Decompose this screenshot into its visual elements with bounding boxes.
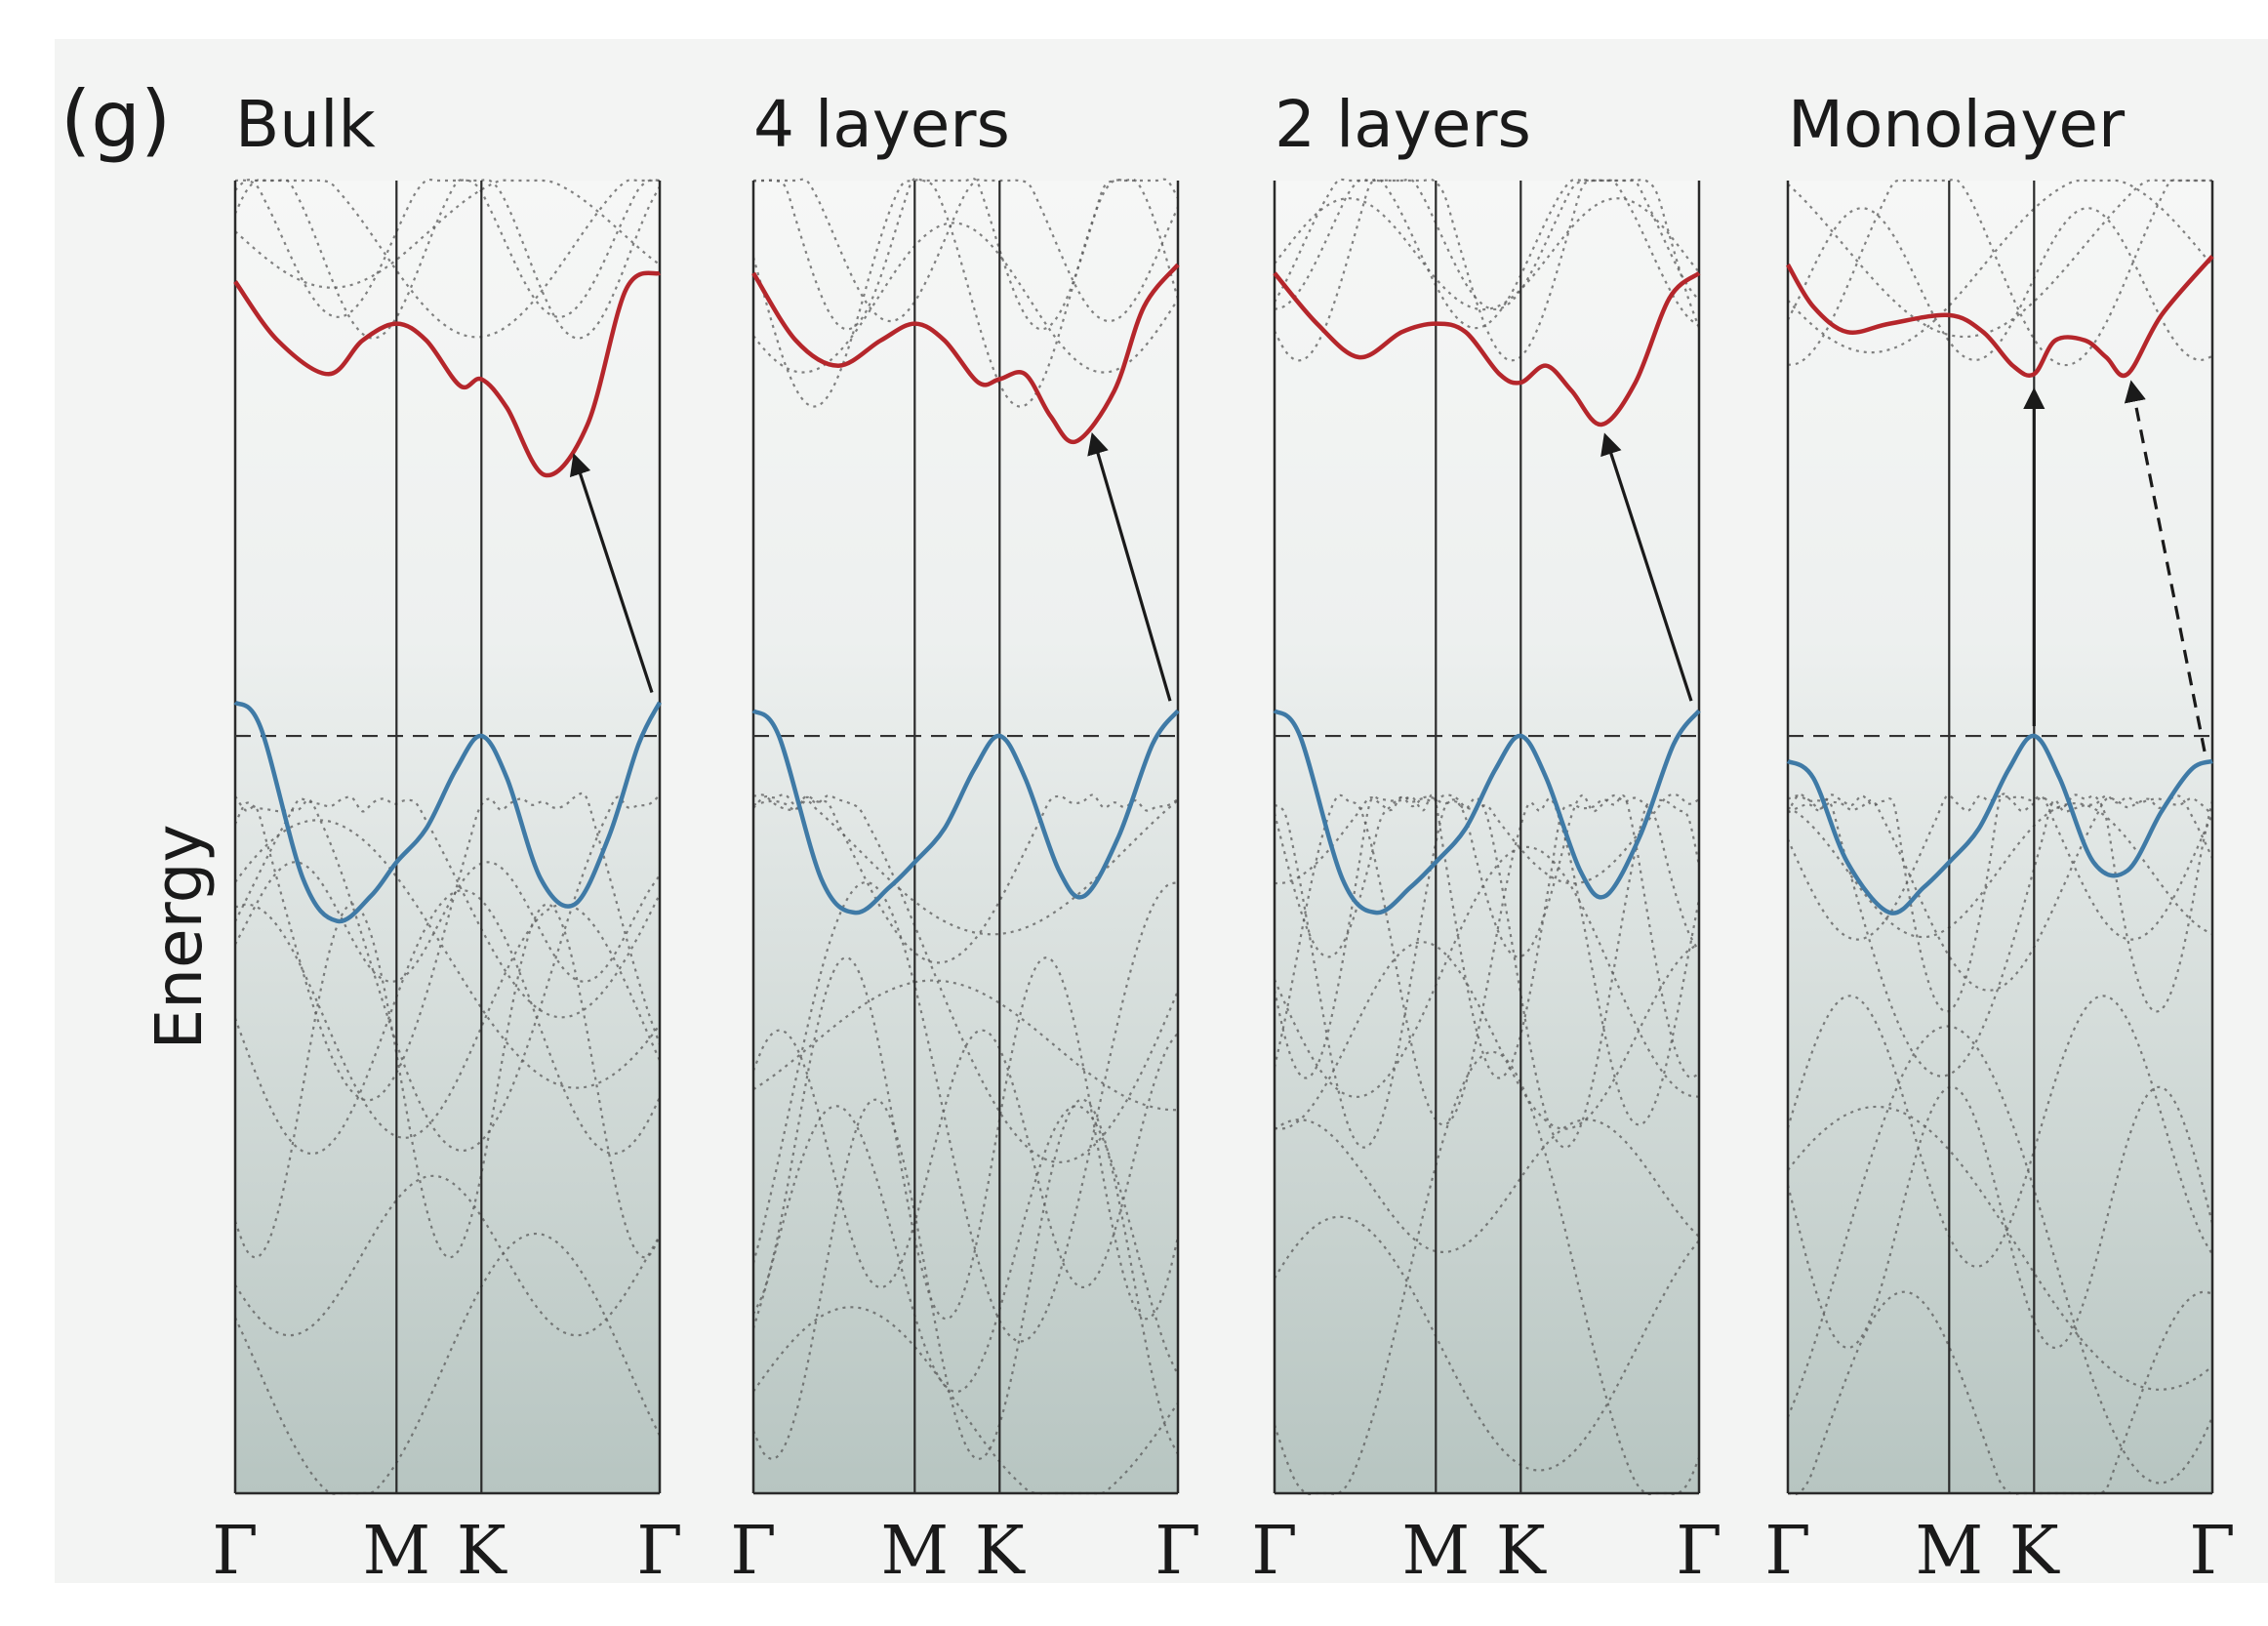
background-band	[233, 903, 661, 1259]
background-band	[1273, 793, 1700, 1079]
k-point-label: Γ	[730, 1513, 776, 1583]
background-band	[1787, 179, 2212, 339]
band-structure-figure: (g) Energy Bulk Γ M K Γ 4 layers Γ M K Γ 2 layers Γ…	[55, 39, 2268, 1590]
background-band	[234, 179, 661, 289]
transition-arrow	[1087, 431, 1172, 702]
background-band	[234, 1174, 661, 1337]
background-band	[1787, 1105, 2213, 1391]
background-band	[1273, 793, 1700, 958]
background-band	[1786, 793, 2214, 941]
transition-arrow	[1600, 432, 1693, 702]
background-band	[752, 956, 1180, 1321]
background-band	[234, 819, 661, 1089]
k-point-label: K	[2009, 1513, 2060, 1583]
background-band	[234, 903, 662, 1139]
background-band	[1273, 1050, 1701, 1495]
background-band	[1274, 178, 1701, 362]
k-point-label: Γ	[1154, 1513, 1200, 1583]
background-band	[1787, 178, 2212, 367]
background-band	[751, 1105, 1180, 1394]
conduction-band-line	[233, 270, 662, 478]
panel-title: 2 layers	[1275, 87, 1531, 162]
background-band	[234, 792, 662, 1102]
transition-arrow	[569, 453, 654, 694]
other-bands	[1273, 178, 1701, 1495]
panel-title: Monolayer	[1788, 87, 2126, 162]
k-point-label: Γ	[2189, 1513, 2235, 1583]
k-point-label: Γ	[1764, 1513, 1810, 1583]
k-point-label: M	[880, 1513, 949, 1583]
k-point-label: K	[457, 1513, 507, 1583]
panel-title: Bulk	[235, 87, 376, 162]
panel-background	[753, 181, 1178, 1493]
background-band	[751, 178, 1180, 408]
background-band	[1787, 1290, 2213, 1496]
background-band	[234, 178, 661, 318]
k-point-label: K	[1496, 1513, 1547, 1583]
background-band	[1273, 845, 1700, 1098]
background-band	[752, 793, 1180, 1163]
k-point-label: K	[975, 1513, 1026, 1583]
panel-3: Monolayer Γ M K Γ	[1764, 87, 2235, 1590]
background-band	[234, 861, 661, 983]
background-band	[1787, 207, 2213, 361]
background-band	[1786, 995, 2213, 1268]
background-band	[234, 178, 661, 340]
k-point-label: Γ	[1251, 1513, 1297, 1583]
conduction-band-line	[1273, 270, 1701, 427]
valence-band-line	[1273, 709, 1701, 915]
background-band	[1274, 178, 1700, 311]
valence-band-line	[233, 700, 663, 924]
background-band	[1274, 941, 1700, 1130]
k-point-label: Γ	[1676, 1513, 1721, 1583]
background-band	[752, 793, 1179, 964]
k-point-label: M	[362, 1513, 430, 1583]
background-band	[752, 178, 1180, 323]
valence-band-line	[1786, 733, 2213, 915]
background-band	[234, 795, 661, 1019]
k-point-label: Γ	[636, 1513, 682, 1583]
background-band	[752, 799, 1179, 936]
other-bands	[1786, 178, 2214, 1496]
panel-label: (g)	[61, 74, 171, 165]
background-band	[1274, 796, 1701, 1149]
y-axis-label: Energy	[142, 824, 217, 1049]
k-point-label: M	[1401, 1513, 1470, 1583]
panel-1: 4 layers Γ M K Γ	[730, 87, 1200, 1590]
panel-0: Bulk Γ M K Γ	[212, 87, 682, 1590]
transition-arrow	[2124, 380, 2207, 752]
k-point-label: M	[1915, 1513, 1983, 1583]
conduction-band-line	[1786, 255, 2214, 379]
background-band	[1787, 179, 2213, 354]
background-band	[1787, 794, 2213, 1077]
background-band	[1787, 793, 2213, 992]
panel-background	[235, 181, 660, 1493]
conduction-band-line	[751, 263, 1180, 445]
panel-2: 2 layers Γ M K Γ	[1251, 87, 1721, 1590]
valence-band-line	[751, 709, 1180, 915]
background-band	[753, 177, 1179, 331]
panel-title: 4 layers	[753, 87, 1010, 162]
k-point-label: Γ	[212, 1513, 258, 1583]
background-band	[1786, 1085, 2214, 1350]
background-band	[1274, 1118, 1700, 1254]
background-band	[1274, 1215, 1700, 1472]
background-band	[1787, 801, 2213, 939]
other-bands	[233, 178, 662, 1495]
background-band	[234, 1232, 661, 1495]
background-band	[1787, 793, 2214, 1013]
